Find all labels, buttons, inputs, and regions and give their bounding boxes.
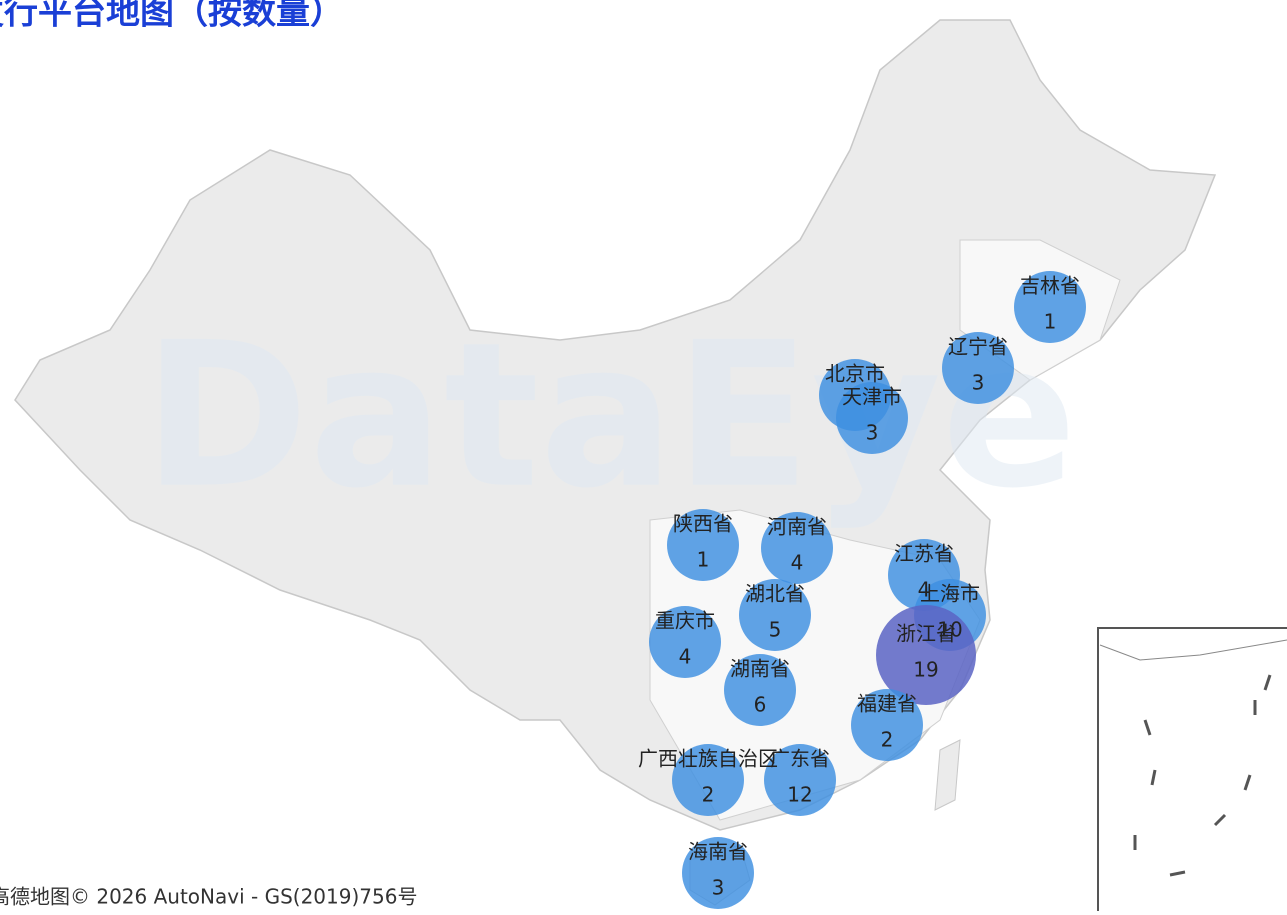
region-value: 4 <box>918 578 931 602</box>
region-name: 辽宁省 <box>948 335 1008 359</box>
bubble <box>649 606 721 678</box>
watermark: DataEye <box>143 300 1077 533</box>
inset-dashes <box>1133 674 1272 877</box>
region-name: 陕西省 <box>673 512 733 536</box>
region-name: 天津市 <box>842 385 902 409</box>
region-name: 吉林省 <box>1020 274 1080 298</box>
bubble <box>851 689 923 761</box>
region-value: 6 <box>754 693 767 717</box>
region-value: 5 <box>769 618 782 642</box>
south-sea-inset <box>1097 627 1287 915</box>
bubble <box>942 332 1014 404</box>
bubble <box>724 654 796 726</box>
region-value: 1 <box>697 548 710 572</box>
region-name: 浙江省 <box>896 622 956 646</box>
region-name: 湖南省 <box>730 657 790 681</box>
bubble <box>672 744 744 816</box>
bubble <box>764 744 836 816</box>
bubble <box>876 605 976 705</box>
bubble <box>761 512 833 584</box>
inset-coast <box>1099 639 1287 661</box>
bubble <box>1014 271 1086 343</box>
region-value: 1 <box>1044 310 1057 334</box>
taiwan <box>934 739 961 811</box>
region-value: 3 <box>712 876 725 900</box>
attribution: 高德地图© 2026 AutoNavi - GS(2019)756号 <box>0 885 417 909</box>
region-value: 3 <box>866 421 879 445</box>
region-name: 海南省 <box>688 840 748 864</box>
region-value: 10 <box>937 618 962 642</box>
region-value: 12 <box>787 783 812 807</box>
region-value: 3 <box>972 371 985 395</box>
bubble <box>682 837 754 909</box>
region-name: 江苏省 <box>894 542 954 566</box>
region-name: 河南省 <box>767 515 827 539</box>
bubble <box>667 509 739 581</box>
region-value: 2 <box>702 783 715 807</box>
region-value: 19 <box>913 658 938 682</box>
bubble <box>836 382 908 454</box>
region-name: 湖北省 <box>745 582 805 606</box>
region-name: 重庆市 <box>655 609 715 633</box>
region-name: 上海市 <box>920 582 980 606</box>
region-name: 广东省 <box>770 747 830 771</box>
bubble <box>739 579 811 651</box>
region-value: 4 <box>679 645 692 669</box>
region-name: 福建省 <box>857 692 917 716</box>
region-name: 广西壮族自治区 <box>638 747 778 771</box>
region-value: 2 <box>881 728 894 752</box>
map-title: 发行平台地图（按数量） <box>0 0 344 33</box>
region-value: 4 <box>791 551 804 575</box>
region-name: 北京市 <box>825 362 885 386</box>
